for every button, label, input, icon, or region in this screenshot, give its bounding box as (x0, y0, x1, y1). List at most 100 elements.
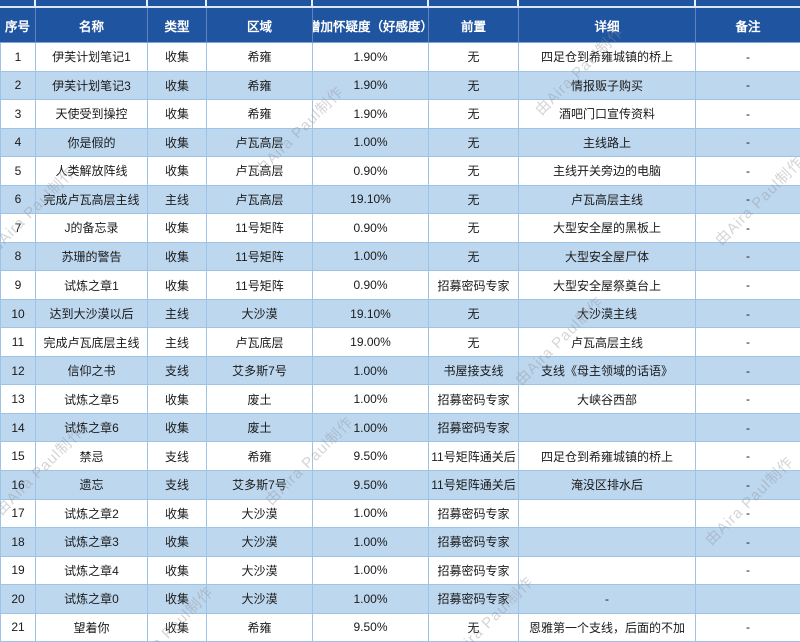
cell-name[interactable]: 试炼之章5 (36, 385, 148, 414)
cell-prerequisite[interactable]: 招募密码专家 (429, 413, 519, 443)
cell-type[interactable]: 支线 (148, 356, 207, 386)
cell-region[interactable]: 艾多斯7号 (207, 356, 313, 386)
cell-type[interactable]: 收集 (148, 242, 207, 272)
cell-note[interactable]: - (696, 614, 800, 642)
cell-note[interactable]: - (696, 129, 800, 158)
cell-prerequisite[interactable]: 招募密码专家 (429, 499, 519, 529)
cell-suspicion-rate[interactable]: 0.90% (313, 271, 429, 300)
cell-prerequisite[interactable]: 无 (429, 43, 519, 72)
cell-index[interactable]: 13 (0, 385, 36, 414)
cell-type[interactable]: 收集 (148, 43, 207, 72)
cell-name[interactable]: 天使受到操控 (36, 100, 148, 129)
cell-index[interactable]: 9 (0, 271, 36, 300)
cell-index[interactable]: 2 (0, 71, 36, 101)
cell-detail[interactable]: 恩雅第一个支线，后面的不加 (519, 613, 696, 642)
cell-detail[interactable]: 大型安全屋尸体 (519, 242, 696, 272)
cell-detail[interactable]: 四足仓到希雍城镇的桥上 (519, 43, 696, 72)
cell-region[interactable]: 艾多斯7号 (207, 470, 313, 500)
cell-index[interactable]: 17 (0, 499, 36, 529)
cell-note[interactable]: - (696, 528, 800, 557)
cell-type[interactable]: 收集 (148, 71, 207, 101)
cell-type[interactable]: 收集 (148, 528, 207, 557)
cell-prerequisite[interactable]: 无 (429, 185, 519, 215)
cell-region[interactable]: 希雍 (207, 71, 313, 101)
cell-region[interactable]: 废土 (207, 413, 313, 443)
cell-name[interactable]: 完成卢瓦底层主线 (36, 328, 148, 357)
cell-suspicion-rate[interactable]: 0.90% (313, 214, 429, 243)
cell-suspicion-rate[interactable]: 9.50% (313, 613, 429, 642)
cell-name[interactable]: 人类解放阵线 (36, 157, 148, 186)
cell-index[interactable]: 16 (0, 470, 36, 500)
cell-region[interactable]: 废土 (207, 385, 313, 414)
cell-detail[interactable]: 酒吧门口宣传资料 (519, 100, 696, 129)
cell-detail[interactable]: 大型安全屋祭奠台上 (519, 271, 696, 300)
cell-suspicion-rate[interactable]: 1.90% (313, 71, 429, 101)
cell-region[interactable]: 大沙漠 (207, 499, 313, 529)
cell-region[interactable]: 11号矩阵 (207, 242, 313, 272)
cell-name[interactable]: 试炼之章4 (36, 556, 148, 586)
cell-prerequisite[interactable]: 招募密码专家 (429, 585, 519, 614)
cell-note[interactable]: - (696, 243, 800, 272)
cell-index[interactable]: 11 (0, 328, 36, 357)
cell-name[interactable]: 遗忘 (36, 470, 148, 500)
header-cell[interactable]: 前置 (429, 8, 519, 43)
cell-note[interactable]: - (696, 157, 800, 186)
cell-region[interactable]: 希雍 (207, 100, 313, 129)
cell-index[interactable]: 15 (0, 442, 36, 471)
cell-type[interactable]: 收集 (148, 499, 207, 529)
cell-note[interactable]: - (696, 100, 800, 129)
cell-prerequisite[interactable]: 无 (429, 157, 519, 186)
cell-note[interactable] (696, 585, 800, 614)
cell-region[interactable]: 11号矩阵 (207, 214, 313, 243)
cell-suspicion-rate[interactable]: 1.90% (313, 43, 429, 72)
cell-detail[interactable]: 情报贩子购买 (519, 71, 696, 101)
cell-region[interactable]: 大沙漠 (207, 585, 313, 614)
cell-type[interactable]: 收集 (148, 100, 207, 129)
cell-suspicion-rate[interactable]: 0.90% (313, 157, 429, 186)
cell-index[interactable]: 20 (0, 585, 36, 614)
cell-name[interactable]: 试炼之章1 (36, 271, 148, 300)
cell-prerequisite[interactable]: 无 (429, 214, 519, 243)
cell-region[interactable]: 希雍 (207, 442, 313, 471)
cell-index[interactable]: 7 (0, 214, 36, 243)
cell-prerequisite[interactable]: 招募密码专家 (429, 528, 519, 557)
cell-name[interactable]: J的备忘录 (36, 214, 148, 243)
cell-suspicion-rate[interactable]: 1.00% (313, 242, 429, 272)
cell-suspicion-rate[interactable]: 1.00% (313, 556, 429, 586)
cell-detail[interactable]: 淹没区排水后 (519, 470, 696, 500)
cell-name[interactable]: 达到大沙漠以后 (36, 299, 148, 329)
cell-prerequisite[interactable]: 无 (429, 71, 519, 101)
cell-prerequisite[interactable]: 无 (429, 613, 519, 642)
cell-type[interactable]: 主线 (148, 328, 207, 357)
cell-detail[interactable]: 支线《母主领域的话语》 (519, 356, 696, 386)
cell-index[interactable]: 21 (0, 613, 36, 642)
cell-name[interactable]: 望着你 (36, 613, 148, 642)
cell-type[interactable]: 收集 (148, 157, 207, 186)
cell-type[interactable]: 收集 (148, 585, 207, 614)
cell-index[interactable]: 8 (0, 242, 36, 272)
cell-name[interactable]: 伊芙计划笔记1 (36, 43, 148, 72)
cell-region[interactable]: 11号矩阵 (207, 271, 313, 300)
cell-name[interactable]: 试炼之章3 (36, 528, 148, 557)
cell-note[interactable]: - (696, 385, 800, 414)
cell-suspicion-rate[interactable]: 1.00% (313, 128, 429, 158)
cell-name[interactable]: 试炼之章6 (36, 413, 148, 443)
cell-suspicion-rate[interactable]: 1.00% (313, 528, 429, 557)
cell-detail[interactable] (519, 556, 696, 586)
cell-suspicion-rate[interactable]: 19.10% (313, 299, 429, 329)
cell-index[interactable]: 18 (0, 528, 36, 557)
cell-note[interactable]: - (696, 271, 800, 300)
cell-type[interactable]: 收集 (148, 613, 207, 642)
cell-prerequisite[interactable]: 11号矩阵通关后 (429, 442, 519, 471)
cell-type[interactable]: 支线 (148, 470, 207, 500)
cell-suspicion-rate[interactable]: 19.10% (313, 185, 429, 215)
header-cell[interactable]: 区域 (207, 8, 313, 43)
cell-detail[interactable] (519, 413, 696, 443)
cell-suspicion-rate[interactable]: 1.00% (313, 585, 429, 614)
cell-note[interactable]: - (696, 357, 800, 386)
cell-note[interactable]: - (696, 214, 800, 243)
cell-region[interactable]: 卢瓦高层 (207, 128, 313, 158)
cell-type[interactable]: 收集 (148, 385, 207, 414)
cell-region[interactable]: 卢瓦高层 (207, 185, 313, 215)
cell-prerequisite[interactable]: 无 (429, 328, 519, 357)
